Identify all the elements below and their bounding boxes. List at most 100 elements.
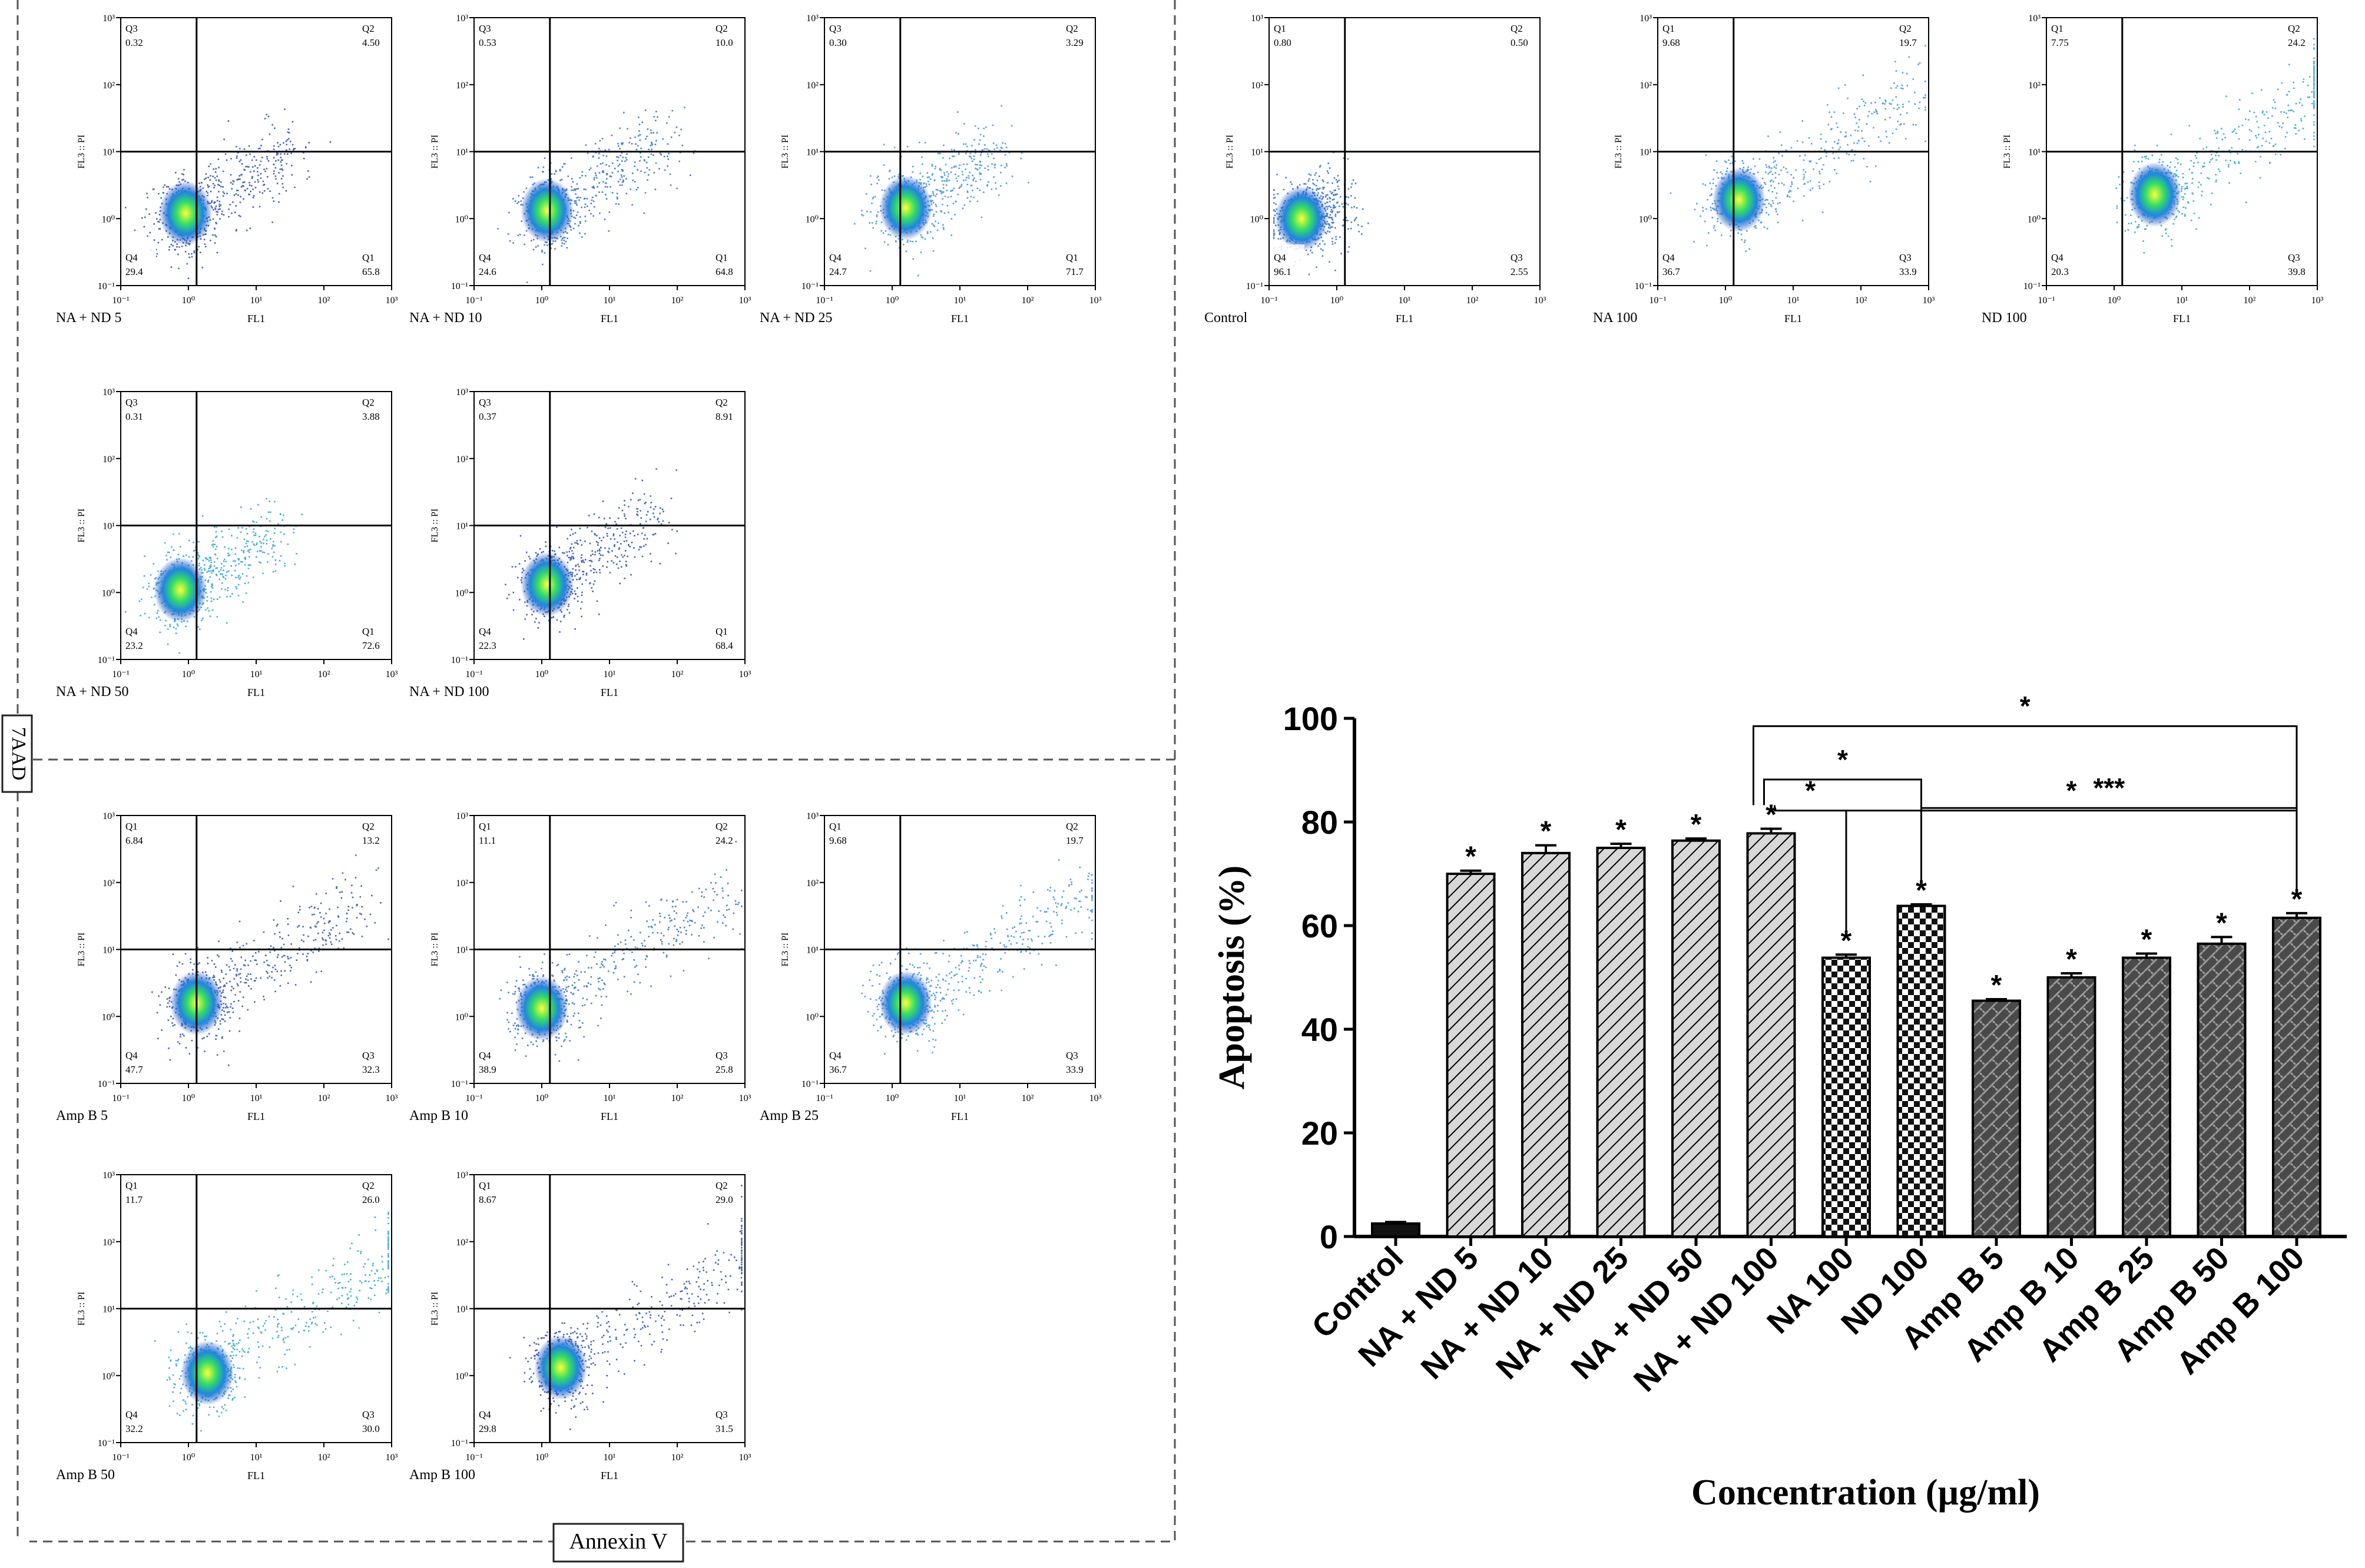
quadrant-name: Q2 bbox=[362, 821, 375, 832]
quadrant-name: Q4 bbox=[479, 1409, 491, 1420]
flow-density-core bbox=[2128, 162, 2181, 227]
quadrant-name: Q3 bbox=[716, 1409, 728, 1420]
y-tick-label: 10⁻¹ bbox=[2023, 281, 2041, 291]
x-tick-label: 10² bbox=[1855, 296, 1867, 306]
x-tick-label: 10³ bbox=[1089, 296, 1102, 306]
y-group-label-text: 7AAD bbox=[8, 727, 29, 781]
quadrant-name: Q2 bbox=[1899, 23, 1912, 34]
quadrant-value: 33.9 bbox=[1066, 1064, 1084, 1075]
y-axis-label: FL3 :: PI bbox=[430, 933, 440, 967]
quadrant-value: 0.30 bbox=[829, 37, 847, 48]
y-tick-label: 10³ bbox=[456, 1171, 468, 1181]
x-axis-label: FL1 bbox=[247, 313, 265, 324]
y-tick-label: 10² bbox=[102, 1238, 115, 1248]
x-tick-label: 10⁰ bbox=[182, 1453, 195, 1463]
y-tick-label: 10¹ bbox=[806, 946, 819, 956]
x-tick-label: 10¹ bbox=[604, 669, 616, 679]
quadrant-name: Q2 bbox=[1511, 23, 1523, 34]
y-tick-label: 10² bbox=[102, 455, 115, 465]
comparison-label: * bbox=[2066, 775, 2077, 806]
quadrant-name: Q3 bbox=[479, 23, 491, 34]
y-axis-label: FL3 :: PI bbox=[77, 1292, 87, 1326]
bar bbox=[2046, 976, 2096, 1238]
y-tick-label: 10³ bbox=[456, 387, 468, 397]
quadrant-value: 23.2 bbox=[125, 640, 143, 651]
quadrant-label-backdrop bbox=[2049, 244, 2082, 283]
y-tick-label: 10¹ bbox=[102, 1305, 115, 1315]
y-axis-label: FL3 :: PI bbox=[77, 509, 87, 543]
quadrant-name: Q1 bbox=[125, 821, 138, 832]
quadrant-name: Q3 bbox=[2288, 252, 2300, 263]
flow-density-core bbox=[154, 557, 207, 622]
x-axis-label: FL1 bbox=[247, 687, 265, 698]
quadrant-name: Q1 bbox=[1662, 23, 1675, 34]
panel-label: NA 100 bbox=[1593, 310, 1637, 326]
quadrant-name: Q1 bbox=[2051, 23, 2063, 34]
y-tick-label: 10² bbox=[2028, 81, 2041, 91]
flow-panel: Q3 0.37 Q2 8.91 Q4 22.3 Q1 68.4 10⁻¹ 10⁻¹ 10⁰ 10⁰ 10… bbox=[409, 387, 751, 700]
x-tick-label: 10² bbox=[318, 669, 330, 679]
y-tick-label: 10⁻¹ bbox=[98, 655, 115, 665]
y-tick-label: 10¹ bbox=[456, 946, 468, 956]
x-tick-label: 10⁰ bbox=[535, 1453, 548, 1463]
quadrant-value: 39.8 bbox=[2288, 266, 2306, 277]
x-tick-label: 10³ bbox=[1534, 296, 1546, 306]
flow-density-core bbox=[181, 1340, 234, 1405]
x-tick-label: 10¹ bbox=[604, 296, 616, 306]
y-tick-label: 10³ bbox=[102, 387, 115, 397]
y-tick-label: 10² bbox=[456, 1238, 468, 1248]
quadrant-value: 13.2 bbox=[362, 835, 380, 846]
y-tick-label: 10² bbox=[1251, 81, 1263, 91]
y-tick-label: 10⁻¹ bbox=[801, 281, 819, 291]
y-tick-label: 10¹ bbox=[806, 148, 819, 158]
quadrant-value: 2.55 bbox=[1511, 266, 1528, 277]
x-tick-label: 10⁰ bbox=[182, 669, 195, 679]
flow-panel: Q1 9.68 Q2 19.7 Q4 36.7 Q3 33.9 10⁻¹ 10⁻¹ 10⁰ 10⁰ 10… bbox=[1593, 14, 1935, 326]
flow-density-core bbox=[521, 178, 574, 243]
y-tick-label: 10³ bbox=[456, 811, 468, 821]
y-tick-label: 10² bbox=[1639, 81, 1652, 91]
quadrant-name: Q1 bbox=[479, 821, 491, 832]
x-axis-label: FL1 bbox=[601, 1470, 618, 1481]
flow-panel: Q3 0.31 Q2 3.88 Q4 23.2 Q1 72.6 10⁻¹ 10⁻¹ 10⁰ 10⁰ 10… bbox=[56, 387, 398, 700]
quadrant-name: Q2 bbox=[362, 1180, 375, 1191]
x-tick-label: 10¹ bbox=[604, 1093, 616, 1103]
quadrant-name: Q4 bbox=[829, 252, 842, 263]
quadrant-value: 24.2 bbox=[2288, 37, 2306, 48]
flow-panel: Q1 7.75 Q2 24.2 Q4 20.3 Q3 39.8 10⁻¹ 10⁻¹ 10⁰ 10⁰ 10… bbox=[1982, 14, 2324, 326]
x-tick-label: 10⁰ bbox=[2108, 296, 2121, 306]
flow-density-core bbox=[1713, 167, 1766, 233]
x-tick-label: 10⁻¹ bbox=[465, 296, 482, 306]
quadrant-name: Q1 bbox=[829, 821, 842, 832]
x-tick-label: 10³ bbox=[739, 296, 751, 306]
y-axis-label: FL3 :: PI bbox=[430, 1292, 440, 1326]
y-tick-label: 10⁰ bbox=[102, 1371, 115, 1381]
bar bbox=[1596, 847, 1646, 1238]
x-tick-label: 10⁰ bbox=[886, 296, 899, 306]
y-axis-label: FL3 :: PI bbox=[430, 135, 440, 169]
quadrant-name: Q4 bbox=[2051, 252, 2063, 263]
flow-event-cloud bbox=[854, 105, 1029, 277]
y-tick-label: 80 bbox=[1301, 804, 1338, 841]
y-tick-label: 10¹ bbox=[102, 946, 115, 956]
y-tick-label: 10³ bbox=[456, 14, 468, 24]
x-tick-label: 10⁰ bbox=[182, 296, 195, 306]
quadrant-name: Q3 bbox=[716, 1050, 728, 1061]
quadrant-name: Q3 bbox=[1066, 1050, 1078, 1061]
y-tick-label: 10² bbox=[456, 455, 468, 465]
panel-label: Amp B 100 bbox=[409, 1467, 475, 1483]
flow-panel: Q1 11.1 Q2 24.2 Q4 38.9 Q3 25.8 10⁻¹ 10⁻¹ 10⁰ 10⁰ 10… bbox=[409, 811, 751, 1123]
quadrant-value: 8.67 bbox=[479, 1194, 496, 1205]
x-tick-label: 10⁰ bbox=[886, 1093, 899, 1103]
comparison-label: * bbox=[2020, 691, 2031, 721]
y-tick-label: 10³ bbox=[102, 14, 115, 24]
quadrant-value: 36.7 bbox=[829, 1064, 847, 1075]
x-tick-label: 10¹ bbox=[1787, 296, 1800, 306]
y-group-label: 7AAD bbox=[1, 714, 33, 793]
x-axis-label: FL1 bbox=[951, 1110, 969, 1122]
x-axis-label: FL1 bbox=[2173, 313, 2191, 324]
x-axis-label: FL1 bbox=[1396, 313, 1413, 324]
quadrant-name: Q3 bbox=[1511, 252, 1523, 263]
significance-label: * bbox=[2066, 944, 2077, 975]
bar bbox=[1446, 873, 1496, 1238]
